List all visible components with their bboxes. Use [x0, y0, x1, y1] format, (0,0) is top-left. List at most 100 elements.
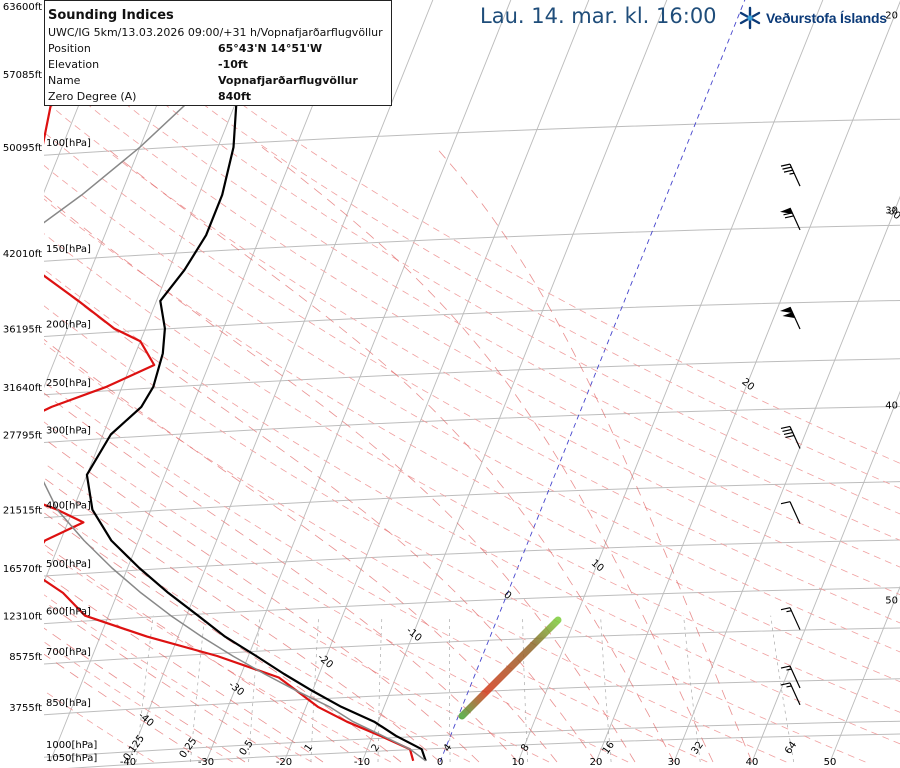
isobar-line [44, 481, 900, 519]
barb-flag [780, 665, 791, 669]
isobar-line [44, 678, 900, 716]
temperature-tick: 0 [437, 757, 443, 768]
barb-flag [780, 163, 791, 167]
info-label: Name [48, 74, 81, 87]
mixing-ratio-line [248, 615, 261, 763]
isotherm-label: 0 [501, 589, 513, 602]
dry-adiabat-line [44, 381, 708, 763]
temperature-tick: 40 [746, 757, 759, 768]
temperature-tick: 30 [668, 757, 681, 768]
isotherm-line [673, 195, 900, 763]
barb-half-flag [789, 172, 795, 175]
isobar-line [44, 299, 900, 337]
mixing-ratio-label: 64 [783, 740, 799, 757]
info-value: 840ft [218, 90, 252, 103]
altitude-label: 42010ft [3, 249, 42, 260]
wind-barb [780, 306, 801, 330]
altitude-label: 8575ft [9, 652, 42, 663]
moist-adiabat-line [261, 146, 714, 763]
pressure-label: 850[hPa] [46, 698, 91, 709]
barb-staff [789, 163, 801, 187]
isobar-line [67, 733, 900, 768]
info-row-elevation: Elevation -10ft [48, 57, 385, 73]
mixing-ratio-label: 4 [442, 742, 455, 754]
wind-barb [780, 665, 801, 689]
moist-adiabat-line [435, 146, 753, 763]
altitude-label: 16570ft [3, 564, 42, 575]
barb-staff [789, 607, 801, 630]
temperature-tick: 50 [824, 757, 837, 768]
isotherm-line [595, 0, 900, 763]
pressure-label: 200[hPa] [46, 319, 91, 330]
mixing-ratio-line [310, 615, 320, 763]
wind-barb [780, 607, 801, 630]
zero-isotherm-line [439, 0, 746, 763]
temperature-tick: -40 [120, 757, 136, 768]
isotherm-line [44, 0, 200, 389]
mixing-ratio-line [377, 615, 383, 763]
mixing-ratio-line [135, 615, 154, 763]
moist-adiabat-line [44, 653, 207, 763]
moist-adiabat-line [44, 477, 441, 763]
pressure-label: 500[hPa] [46, 559, 91, 570]
logo-text: Veðurstofa Íslands [766, 10, 887, 26]
isotherm-right-label: 30 [885, 206, 898, 217]
barb-staff [789, 426, 801, 449]
barb-pennant [780, 307, 792, 314]
isotherm-line [517, 0, 824, 763]
parcel-profile [44, 0, 427, 762]
barb-flag [785, 434, 795, 439]
isobar-line [44, 118, 900, 156]
pressure-label: 300[hPa] [46, 425, 91, 436]
chart-profiles [44, 0, 427, 762]
moist-adiabat-line [105, 146, 675, 763]
pressure-label: 400[hPa] [46, 501, 91, 512]
dry-adiabat-line [44, 343, 787, 763]
pressure-label: 700[hPa] [46, 647, 91, 658]
pressure-label: 1000[hPa] [46, 740, 97, 751]
dry-adiabat-line [44, 421, 629, 763]
pressure-label: 1050[hPa] [46, 753, 97, 764]
dry-adiabat-line [44, 548, 391, 763]
vedurstofa-logo[interactable]: Veðurstofa Íslands [738, 5, 887, 31]
temperature-tick: 10 [512, 757, 525, 768]
altitude-label: 21515ft [3, 506, 42, 517]
info-row-zero-degree: Zero Degree (A) 840ft [48, 89, 385, 105]
dry-adiabat-line [103, 0, 900, 464]
snowflake-icon [739, 6, 761, 30]
barb-staff [789, 665, 801, 689]
altitude-label: 36195ft [3, 324, 42, 335]
temperature-tick: -20 [276, 757, 292, 768]
barb-flag [784, 215, 795, 219]
pressure-label: 600[hPa] [46, 607, 91, 618]
mixing-ratio-label: 1 [303, 742, 316, 754]
isotherm-right-label: 40 [885, 401, 898, 412]
wind-barb [780, 425, 801, 449]
info-value: Vopnafjarðarflugvöllur [218, 74, 358, 87]
valid-time-title: Lau. 14. mar. kl. 16:00 [480, 4, 717, 28]
mixing-ratio-line [522, 615, 529, 763]
barb-pennant [780, 207, 792, 214]
barb-staff [789, 207, 801, 231]
barb-flag [780, 501, 791, 505]
moist-adiabat-line [44, 339, 558, 763]
barb-flag [783, 431, 794, 436]
mixing-ratio-line [600, 615, 612, 763]
temperature-tick: -10 [354, 757, 370, 768]
isotherm-line [751, 390, 900, 763]
isobar-line [44, 358, 900, 396]
isotherm-label: -40 [136, 710, 156, 729]
barb-staff [789, 501, 801, 524]
info-label: Position [48, 42, 91, 55]
dry-adiabat-line [44, 505, 471, 763]
info-title: Sounding Indices [48, 8, 174, 23]
pressure-label: 150[hPa] [46, 244, 91, 255]
wind-barb [780, 163, 801, 187]
barb-staff [789, 306, 801, 330]
